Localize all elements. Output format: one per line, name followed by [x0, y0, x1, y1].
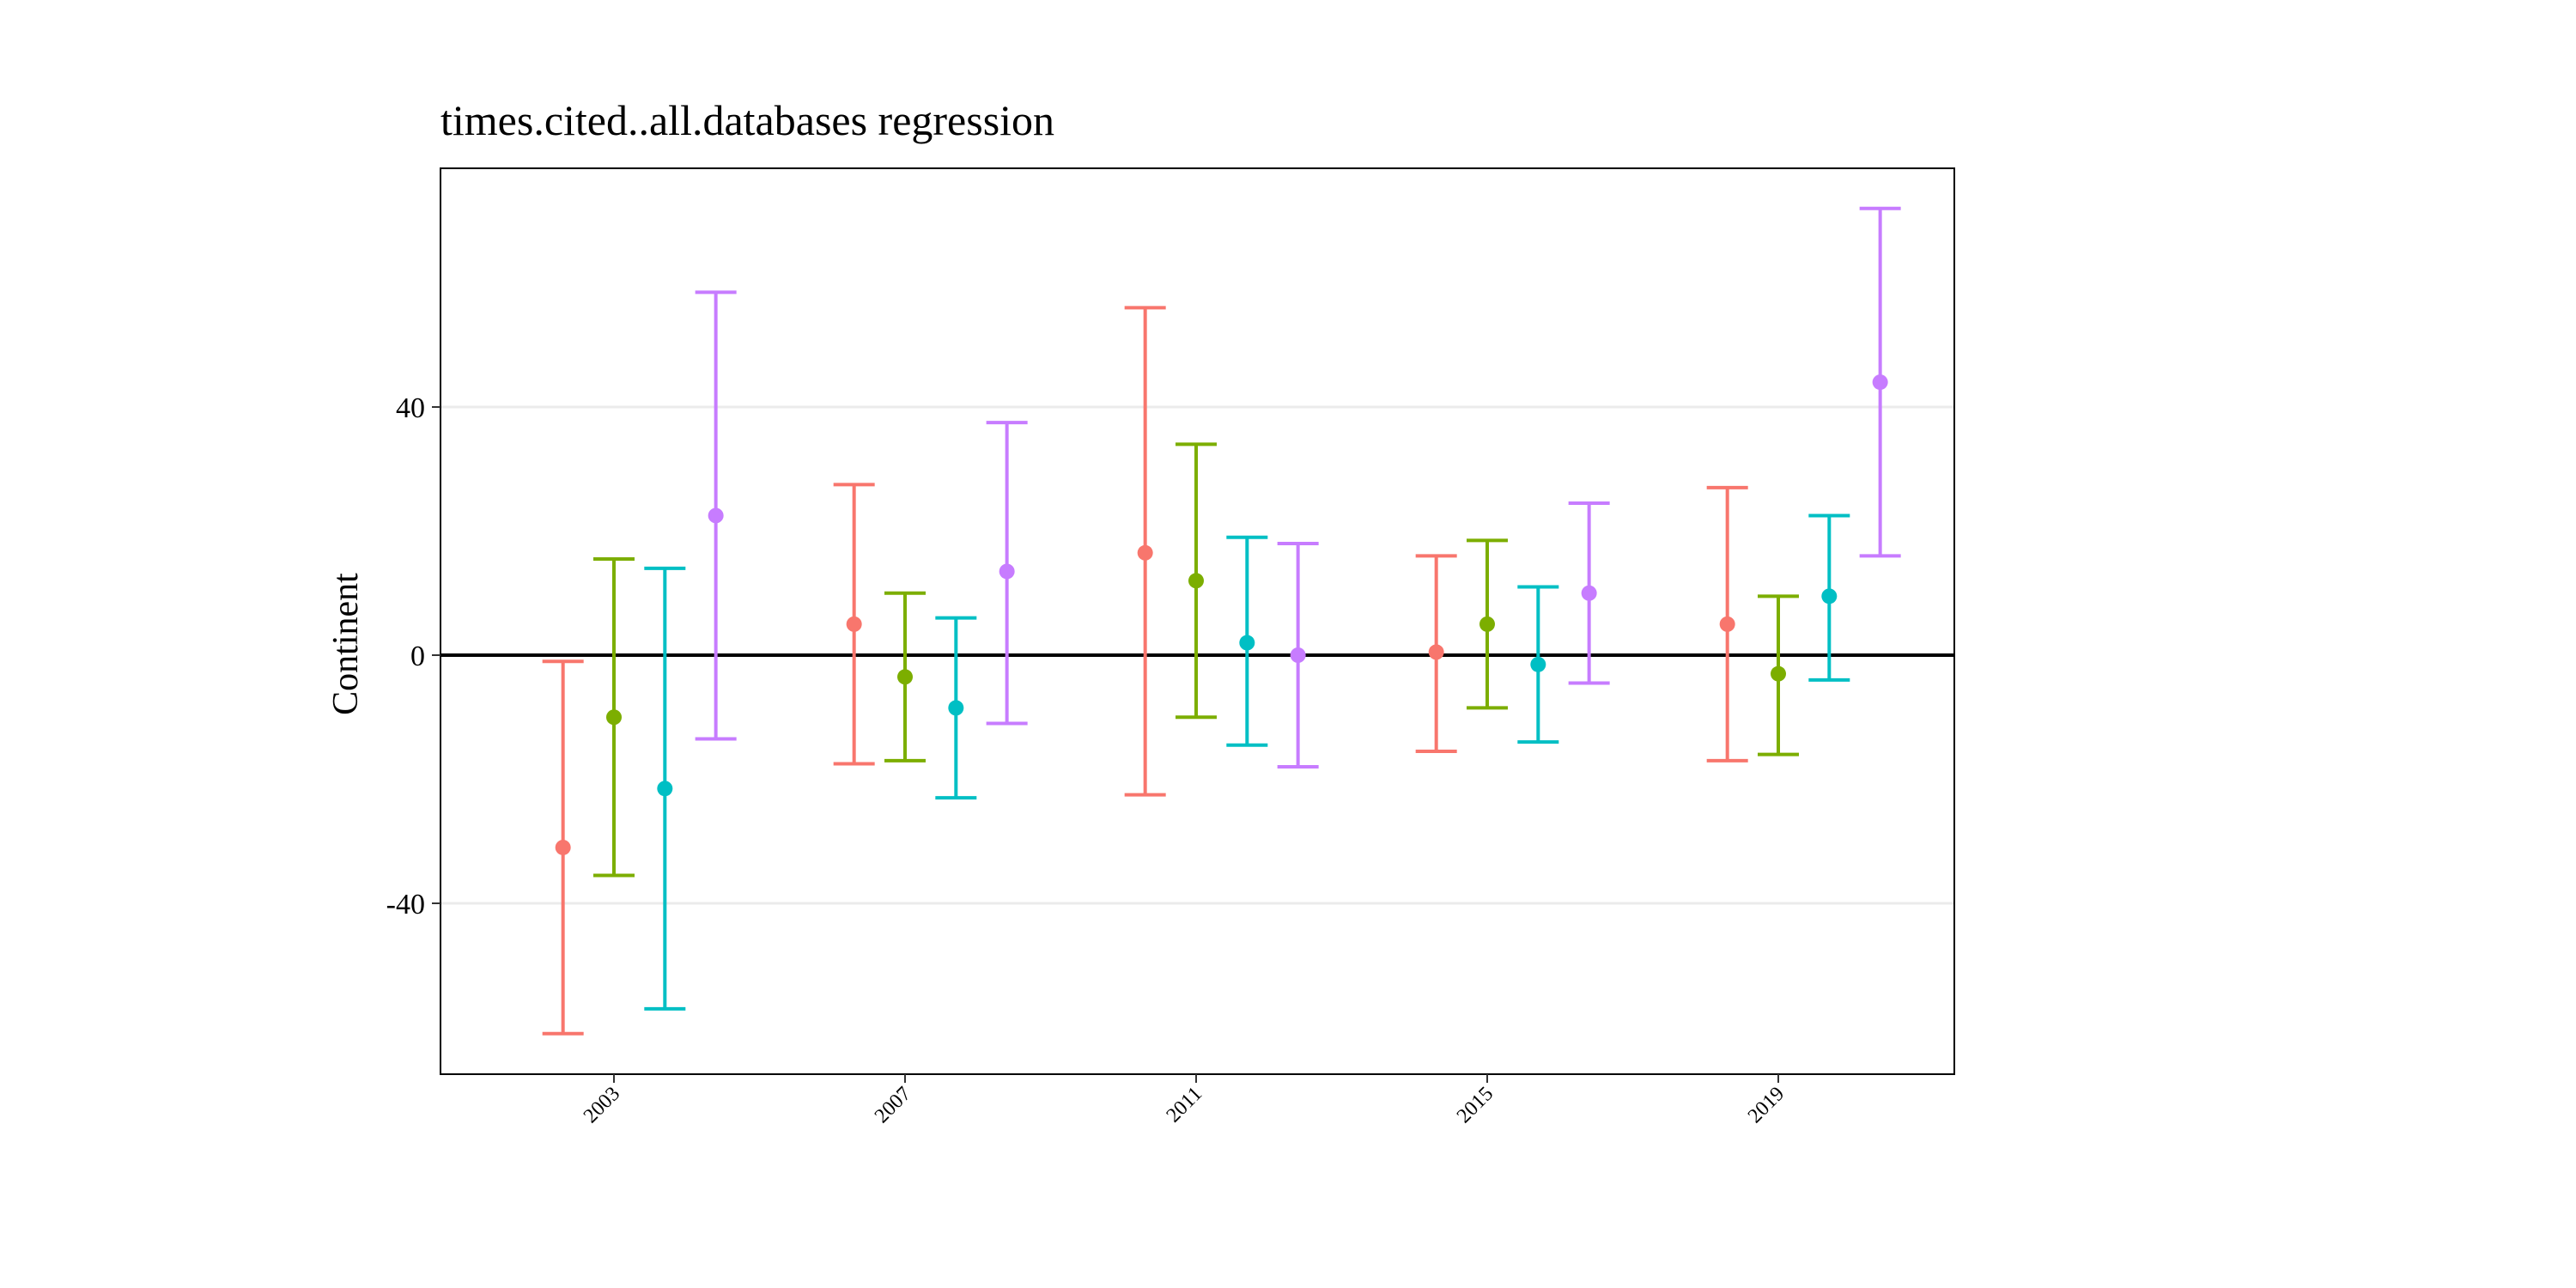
data-point — [1239, 635, 1255, 651]
y-axis: 40 0 -40 — [386, 392, 440, 920]
x-axis: 2003 2007 2011 2015 2019 — [580, 1074, 1789, 1127]
data-point — [1290, 647, 1306, 663]
data-point — [708, 507, 724, 524]
y-tick-label: 0 — [410, 641, 425, 672]
y-axis-label: Continent — [326, 573, 366, 715]
data-point — [1771, 665, 1786, 682]
x-tick-label: 2003 — [580, 1083, 624, 1127]
series-1 — [542, 306, 1748, 1036]
data-point — [846, 616, 862, 632]
y-tick-label: 40 — [396, 392, 425, 424]
data-point — [897, 669, 913, 685]
data-point — [999, 563, 1015, 580]
data-point — [948, 700, 964, 716]
x-tick-label: 2019 — [1744, 1083, 1789, 1127]
series-layer — [542, 206, 1901, 1036]
gridlines — [440, 405, 1954, 905]
data-point — [657, 781, 673, 797]
plot-panel-border — [440, 167, 1955, 1075]
data-point — [1188, 573, 1204, 589]
x-tick-label: 2015 — [1453, 1083, 1498, 1127]
data-point — [1530, 656, 1546, 672]
data-point — [1872, 374, 1888, 391]
series-3 — [644, 513, 1850, 1011]
data-point — [1137, 544, 1153, 561]
chart-title: times.cited..all.databases regression — [440, 96, 1054, 144]
data-point — [1428, 644, 1444, 660]
x-tick-label: 2011 — [1163, 1083, 1207, 1127]
x-tick-label: 2007 — [871, 1083, 915, 1127]
data-point — [1719, 616, 1735, 632]
series-2 — [593, 442, 1799, 878]
data-point — [1479, 616, 1495, 632]
y-tick-label: -40 — [386, 889, 425, 920]
data-point — [555, 839, 571, 855]
series-4 — [695, 206, 1901, 769]
data-point — [1821, 588, 1838, 605]
data-point — [606, 709, 622, 726]
data-point — [1581, 585, 1597, 601]
